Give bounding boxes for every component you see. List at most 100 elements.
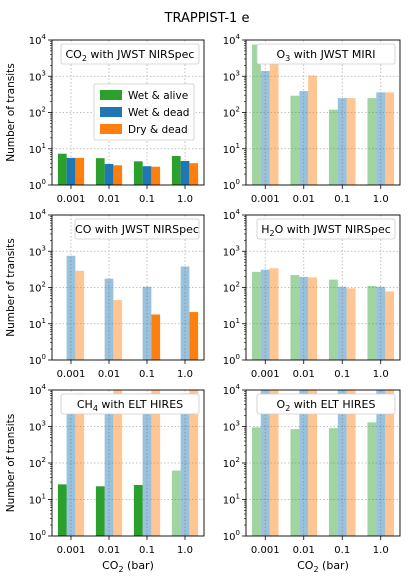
y-tick-label: 100 [223, 353, 240, 367]
y-tick-label: 103 [29, 420, 46, 434]
bar-wet-dead [260, 269, 270, 360]
y-tick-label: 104 [29, 33, 47, 47]
bar-dry-dead [269, 268, 279, 360]
legend-swatch [100, 107, 122, 117]
x-tick-label: 0.1 [139, 194, 155, 205]
bar-wet-alive [251, 271, 261, 360]
bar-wet-alive [328, 428, 338, 536]
bar-wet-dead [142, 286, 152, 360]
bar-wet-alive [367, 285, 377, 360]
bar-wet-dead [66, 157, 76, 185]
bar-wet-dead [376, 286, 386, 360]
x-tick-label: 0.1 [139, 369, 155, 380]
bar-wet-alive [328, 279, 338, 360]
bar-dry-dead [189, 390, 199, 536]
y-tick-label: 101 [29, 317, 46, 331]
bar-dry-dead [189, 163, 199, 185]
y-tick-label: 103 [223, 420, 240, 434]
bar-dry-dead [113, 165, 123, 185]
bar-dry-dead [385, 390, 395, 536]
plot-frame [245, 389, 401, 537]
bar-wet-alive [57, 153, 67, 185]
bar-wet-alive [171, 156, 181, 185]
x-tick-label: 0.01 [293, 369, 315, 380]
x-tick-label: 0.1 [334, 194, 350, 205]
bar-wet-dead [66, 255, 76, 360]
bar-wet-dead [337, 390, 347, 536]
bar-wet-dead [376, 390, 386, 536]
legend-label: Wet & alive [128, 90, 188, 102]
x-tick-label: 0.001 [251, 545, 280, 556]
panel-title-box [60, 43, 200, 65]
bar-dry-dead [75, 393, 85, 536]
plot-frame [51, 389, 205, 537]
plot-frame [245, 39, 401, 186]
x-tick-label: 0.001 [57, 545, 86, 556]
bar-wet-dead [104, 278, 114, 360]
plot-frame [51, 39, 205, 186]
y-tick-label: 102 [29, 456, 46, 470]
y-tick-label: 103 [223, 69, 240, 83]
y-axis-label: Number of transits [5, 238, 17, 336]
x-tick-label: 0.01 [98, 545, 120, 556]
chart-panel-bottom-left: 100 101 102 103 104 0.001 0.01 0.1 1.0 CH4 with E… [5, 383, 205, 574]
plot-frame [245, 214, 401, 361]
bar-wet-dead [104, 163, 114, 185]
bar-dry-dead [308, 75, 318, 185]
y-tick-label: 100 [223, 178, 240, 192]
legend-label: Wet & dead [128, 107, 189, 119]
bar-wet-dead [376, 92, 386, 185]
panel-title: H2O with JWST NIRSpec [261, 223, 391, 238]
bar-wet-dead [142, 166, 152, 185]
panel-title: CO2 with JWST NIRSpec [66, 48, 195, 63]
y-tick-label: 104 [223, 33, 241, 47]
legend-swatch [100, 124, 122, 134]
bar-wet-alive [290, 429, 300, 536]
bar-wet-alive [251, 44, 261, 186]
x-tick-label: 0.1 [334, 545, 350, 556]
chart-panel-bottom-right: 100 101 102 103 104 0.001 0.01 0.1 1.0 O2 with EL… [223, 383, 401, 574]
bar-wet-dead [260, 390, 270, 536]
bar-wet-alive [290, 275, 300, 360]
legend-swatch [100, 90, 122, 100]
panels: 100 101 102 103 104 0.001 0.01 0.1 1.0 CO2 with J… [5, 33, 401, 574]
y-tick-label: 101 [223, 317, 240, 331]
x-tick-label: 0.001 [57, 194, 86, 205]
bar-dry-dead [151, 314, 161, 360]
y-tick-label: 100 [29, 529, 46, 543]
bar-wet-alive [367, 98, 377, 185]
legend-label: Dry & dead [128, 124, 188, 136]
bar-dry-dead [346, 98, 356, 185]
bar-dry-dead [385, 92, 395, 185]
y-tick-label: 102 [223, 106, 240, 120]
x-tick-label: 0.001 [251, 369, 280, 380]
bar-dry-dead [113, 300, 123, 360]
x-tick-label: 0.001 [251, 194, 280, 205]
y-tick-label: 104 [29, 208, 47, 222]
bar-wet-alive [251, 427, 261, 536]
y-tick-label: 102 [29, 281, 46, 295]
panel-title-box [60, 393, 200, 415]
chart-panel-middle-right: 100 101 102 103 104 0.001 0.01 0.1 1.0 H2O with J… [223, 208, 401, 380]
x-tick-label: 1.0 [177, 194, 193, 205]
y-tick-label: 103 [223, 244, 240, 258]
bar-dry-dead [308, 390, 318, 536]
y-tick-label: 100 [223, 529, 240, 543]
chart-panel-top-left: 100 101 102 103 104 0.001 0.01 0.1 1.0 CO2 with J… [5, 33, 205, 205]
bar-wet-alive [133, 161, 143, 185]
panel-title-box [74, 218, 200, 240]
bar-dry-dead [75, 157, 85, 185]
y-tick-label: 100 [29, 178, 46, 192]
y-tick-label: 101 [29, 142, 46, 156]
bar-wet-dead [299, 91, 309, 185]
figure-title: TRAPPIST-1 e [164, 11, 250, 26]
panel-title-box [256, 218, 396, 240]
chart-panel-top-right: 100 101 102 103 104 0.001 0.01 0.1 1.0 O3 with JW… [223, 33, 401, 205]
x-tick-label: 0.1 [334, 369, 350, 380]
bar-wet-dead [142, 393, 152, 536]
y-tick-label: 102 [223, 456, 240, 470]
bar-wet-dead [104, 394, 114, 536]
bar-dry-dead [269, 390, 279, 536]
bar-wet-dead [337, 286, 347, 360]
